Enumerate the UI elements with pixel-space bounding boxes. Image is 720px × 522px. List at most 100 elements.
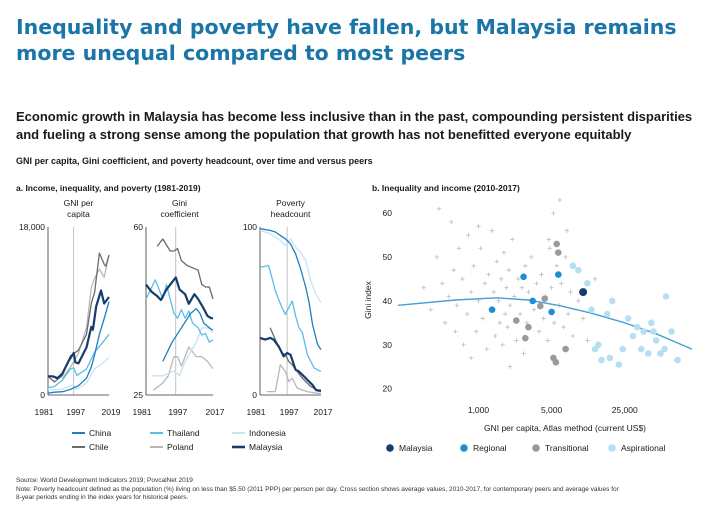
scatter-point-other [585, 338, 590, 343]
scatter-point-other [502, 311, 508, 317]
scatter-point-other [576, 298, 581, 304]
scatter-trend-line [397, 297, 693, 350]
scatter-point-other [568, 289, 573, 295]
scatter-point-transitional [562, 345, 569, 353]
scatter-point-other [563, 254, 568, 260]
scatter-point-other [592, 276, 598, 282]
gini-line-indonesia [151, 327, 214, 377]
scatter-point-regional [488, 306, 496, 314]
scatter-point-other [501, 250, 507, 255]
scatter-point-other [521, 351, 526, 356]
gni-line-thailand [47, 333, 110, 389]
scatter-point-aspirational [584, 280, 591, 287]
scatter-point-aspirational [657, 350, 664, 357]
scatter-point-other [561, 325, 566, 330]
scatter-point-other [547, 246, 552, 251]
scatter-point-transitional [553, 240, 560, 248]
source-note: Source: World Development Indicators 201… [16, 477, 716, 503]
legend-b-swatch-transitional [532, 444, 540, 452]
scatter-point-aspirational [606, 354, 614, 362]
scatter-point-aspirational [634, 323, 641, 331]
scatter-point-transitional [555, 249, 562, 256]
scatter-point-other [524, 320, 530, 326]
scatter-point-other [428, 307, 434, 312]
scatter-point-other [559, 281, 564, 286]
scatter-point-aspirational [603, 310, 611, 318]
scatter-point-other [473, 329, 479, 334]
gini-y-tick-bottom: 25 [134, 390, 144, 400]
legend-b-swatch-regional [460, 444, 468, 452]
scatter-point-other [484, 346, 489, 352]
scatter-point-other [545, 338, 551, 343]
scatter-point-other [461, 342, 466, 347]
scatter-point-aspirational [615, 361, 623, 368]
scatter-point-other [451, 267, 456, 273]
scatter-point-other [580, 316, 586, 321]
source-line: Source: World Development Indicators 201… [16, 477, 193, 484]
scatter-point-other [478, 246, 483, 251]
scatter-point-aspirational [640, 328, 647, 335]
scatter-point-other [496, 298, 501, 304]
scatter-y-tick-60: 60 [383, 208, 393, 218]
gini-y-tick-top: 60 [134, 222, 144, 232]
legend-a-label-malaysia: Malaysia [249, 442, 283, 452]
poverty-title-line-2: headcount [271, 209, 311, 219]
scatter-y-tick-50: 50 [383, 252, 393, 262]
scatter-point-other [434, 254, 440, 260]
gni-line-chile [47, 252, 110, 383]
scatter-point-other [505, 325, 510, 330]
scatter-point-aspirational [638, 345, 645, 353]
scatter-point-other [509, 237, 515, 242]
scatter-point-other [494, 259, 500, 264]
poverty-x-tick-end: 2017 [314, 407, 333, 417]
poverty-line-china [259, 228, 322, 350]
scatter-point-other [554, 263, 559, 268]
gini-x-tick-mid: 1997 [168, 407, 187, 417]
gni-line-poland [61, 254, 110, 379]
scatter-point-other [460, 276, 465, 282]
scatter-point-other [507, 303, 513, 308]
gni-y-tick-bottom: 0 [40, 390, 45, 400]
scatter-point-other [471, 263, 476, 268]
scatter-point-other [468, 289, 474, 295]
note-line-2: 8-year periods ending in the index years… [16, 494, 189, 502]
scatter-point-aspirational [652, 337, 660, 344]
panel-a-title: a. Income, inequality, and poverty (1981… [16, 183, 201, 193]
gini-line-malaysia [145, 276, 213, 320]
scatter-point-aspirational [650, 328, 657, 335]
scatter-point-other [486, 272, 491, 277]
poverty-y-tick-top: 100 [243, 222, 257, 232]
scatter-point-aspirational [569, 262, 577, 270]
scatter-point-other [482, 281, 488, 286]
gini-title-line-2: coefficient [160, 209, 199, 219]
scatter-point-other [440, 281, 445, 286]
scatter-x-axis-label: GNI per capita, Atlas method (current US… [484, 423, 646, 433]
scatter-point-other [536, 329, 542, 334]
legend-b-label-aspirational: Aspirational [621, 443, 666, 453]
poverty-line-malaysia [259, 336, 321, 392]
scatter-x-tick-1000: 1,000 [468, 405, 490, 415]
scatter-point-other [519, 285, 525, 290]
scatter-point-other [529, 254, 534, 260]
scatter-point-other [497, 320, 503, 326]
legend-a-label-china: China [89, 428, 111, 438]
scatter-point-other [557, 197, 563, 203]
poverty-y-tick-bottom: 0 [252, 390, 257, 400]
poverty-x-tick-start: 1981 [247, 407, 266, 417]
legend-b-label-transitional: Transitional [545, 443, 589, 453]
scatter-point-transitional [513, 317, 520, 324]
gni-x-tick-end: 2019 [102, 407, 121, 417]
poverty-line-poland [266, 364, 321, 394]
scatter-point-other [549, 285, 554, 290]
poverty-line-thailand [259, 264, 322, 373]
scatter-point-other [539, 272, 544, 277]
scatter-point-regional [555, 271, 562, 278]
scatter-point-aspirational [648, 319, 655, 327]
gini-line-poland [153, 346, 214, 391]
gini-line-china [162, 307, 214, 362]
scatter-point-other [436, 206, 442, 211]
legend-a-label-poland: Poland [167, 442, 194, 452]
scatter-point-aspirational [608, 297, 616, 305]
scatter-y-tick-20: 20 [383, 384, 393, 394]
scatter-point-other [516, 276, 521, 282]
